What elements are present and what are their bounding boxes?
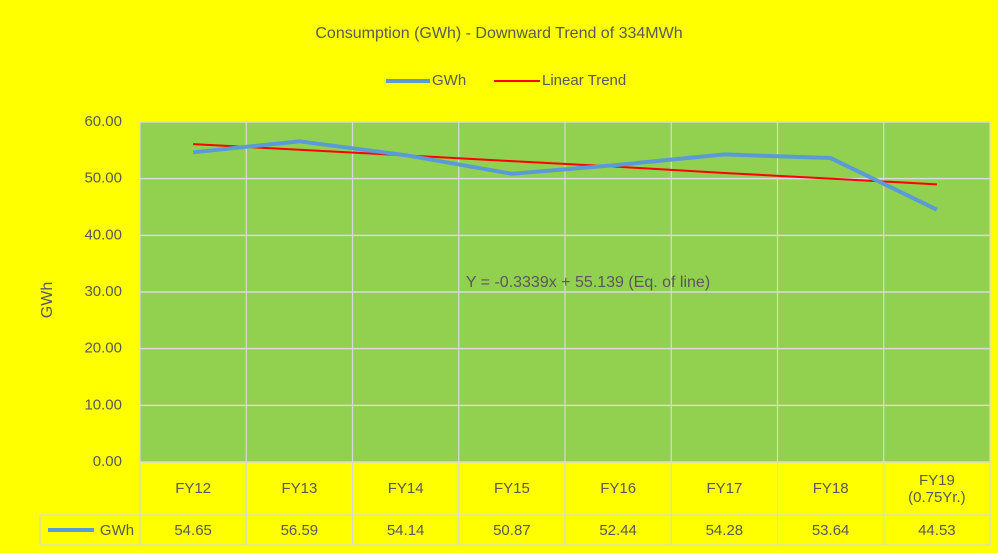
trend-line [193, 143, 937, 186]
y-tick-label: 10.00 [84, 396, 122, 413]
category-label: FY16 [600, 480, 637, 497]
table-series-name: GWh [99, 521, 135, 539]
y-tick-label: 60.00 [84, 113, 122, 130]
table-value: 56.59 [280, 521, 319, 539]
category-label: FY19 (0.75Yr.) [908, 471, 966, 506]
legend-label: Linear Trend [542, 72, 626, 89]
category-label: FY13 [281, 480, 318, 497]
y-axis-label: GWh [39, 282, 56, 318]
table-value: 54.28 [705, 521, 744, 539]
table-value: 52.44 [599, 521, 637, 539]
category-label: FY12 [175, 480, 212, 497]
category-label: FY18 [812, 480, 849, 497]
table-value: 54.65 [174, 521, 212, 539]
data-line [192, 139, 938, 212]
category-label: FY15 [493, 480, 530, 497]
category-label: FY17 [706, 480, 743, 497]
y-tick-label: 30.00 [84, 283, 122, 300]
table-value: 44.53 [918, 521, 956, 539]
chart-title: Consumption (GWh) - Downward Trend of 33… [315, 25, 682, 42]
category-label: FY14 [387, 480, 424, 497]
y-tick-label: 40.00 [84, 226, 122, 243]
table-value: 53.64 [811, 521, 850, 539]
y-tick-label: 20.00 [84, 340, 122, 357]
y-tick-label: 0.00 [93, 453, 122, 470]
annotation: Y = -0.3339x + 55.139 (Eq. of line) [466, 274, 710, 291]
legend-label: GWh [432, 72, 466, 89]
y-tick-label: 50.00 [84, 170, 122, 187]
table-value: 50.87 [493, 521, 531, 539]
table-value: 54.14 [386, 521, 425, 539]
